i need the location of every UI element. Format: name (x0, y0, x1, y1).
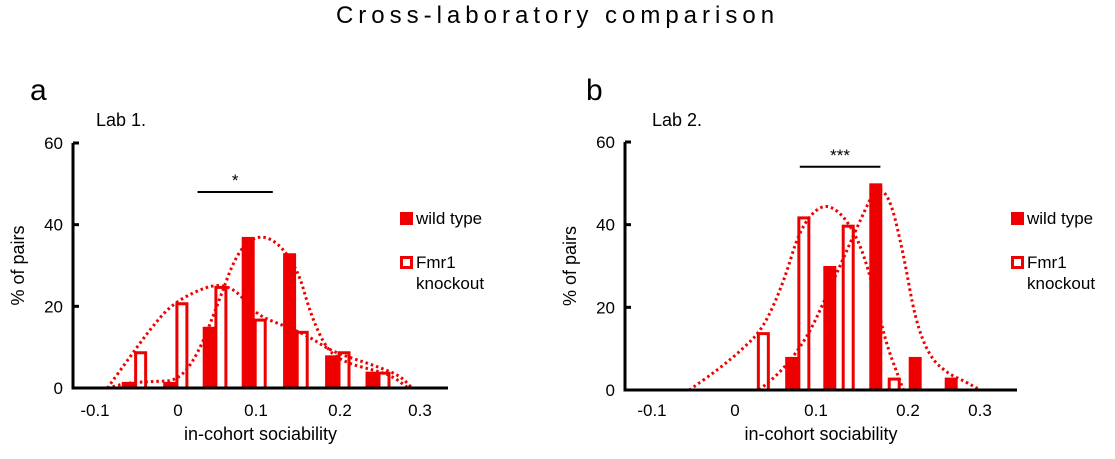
bar-wild-type (241, 236, 255, 388)
fit-curve-fmr1-knockout (688, 205, 905, 392)
legend-swatch-wild-type (1011, 212, 1024, 225)
x-tick-label: 0.1 (244, 401, 268, 420)
x-tick-label: -0.1 (637, 401, 666, 420)
bar-fmr1-knockout (756, 332, 770, 392)
legend-label-fmr1-knockout-line2: knockout (416, 274, 484, 293)
y-tick-label: 60 (596, 133, 615, 152)
y-tick-label: 0 (606, 381, 615, 400)
bar-wild-type (202, 326, 216, 388)
x-axis-label: in-cohort sociability (744, 424, 897, 444)
legend-label-wild-type: wild type (1026, 209, 1093, 228)
y-tick-label: 60 (44, 134, 63, 153)
bar-fmr1-knockout (295, 330, 309, 390)
bar-wild-type (121, 381, 135, 388)
bar-wild-type (944, 377, 958, 390)
bar-wild-type (823, 266, 837, 390)
x-tick-label: 0.2 (896, 401, 920, 420)
legend-label-wild-type: wild type (415, 209, 482, 228)
x-tick-label: 0.2 (328, 401, 352, 420)
bar-wild-type (908, 356, 922, 390)
bar-wild-type (785, 356, 799, 390)
x-tick-label: 0 (173, 401, 182, 420)
panel-subtitle: Lab 1. (96, 110, 146, 130)
bar-wild-type (163, 381, 177, 388)
bar-fmr1-knockout (887, 377, 901, 392)
panel-subtitle: Lab 2. (652, 110, 702, 130)
y-tick-label: 40 (44, 216, 63, 235)
x-tick-label: 0.3 (408, 401, 432, 420)
bar-wild-type (283, 253, 297, 388)
legend-swatch-fmr1-knockout (1011, 256, 1024, 269)
bar-wild-type (365, 371, 379, 388)
significance-label: * (232, 171, 239, 190)
significance-label: *** (830, 146, 850, 165)
y-tick-label: 20 (44, 297, 63, 316)
x-tick-label: -0.1 (80, 401, 109, 420)
y-tick-label: 40 (596, 216, 615, 235)
legend-label-fmr1-knockout-line1: Fmr1 (416, 253, 456, 272)
fit-curve-fmr1-knockout (106, 284, 414, 390)
legend-swatch-wild-type (400, 212, 413, 225)
figure-title: Cross-laboratory comparison (335, 2, 780, 29)
bar-wild-type (325, 355, 339, 388)
legend-label-fmr1-knockout-line2: knockout (1027, 274, 1095, 293)
fit-curve-wild-type (107, 235, 409, 390)
x-axis-label: in-cohort sociability (184, 424, 337, 444)
chart-panel-b: b Lab 2. 0 20 40 60 -0.1 0 0.1 0.2 0.3 in-cohort so… (560, 74, 1095, 444)
y-tick-label: 20 (596, 298, 615, 317)
x-tick-label: 0 (730, 401, 739, 420)
bar-wild-type (869, 183, 883, 390)
y-axis-label: % of pairs (560, 226, 580, 306)
fit-curve-wild-type (758, 189, 981, 392)
y-tick-label: 0 (54, 379, 63, 398)
bar-fmr1-knockout (797, 216, 811, 392)
chart-panel-a: a Lab 1. 0 20 40 60 -0.1 0 0.1 0.2 0.3 in-cohort so… (8, 74, 484, 444)
legend-swatch-fmr1-knockout (400, 256, 413, 269)
bar-fmr1-knockout (214, 285, 228, 390)
legend-label-fmr1-knockout-line1: Fmr1 (1027, 253, 1067, 272)
bar-fmr1-knockout (253, 318, 267, 390)
x-tick-label: 0.3 (968, 401, 992, 420)
panel-letter: a (30, 74, 47, 107)
x-tick-label: 0.1 (804, 401, 828, 420)
panel-letter: b (586, 74, 603, 107)
y-axis-label: % of pairs (8, 225, 28, 305)
